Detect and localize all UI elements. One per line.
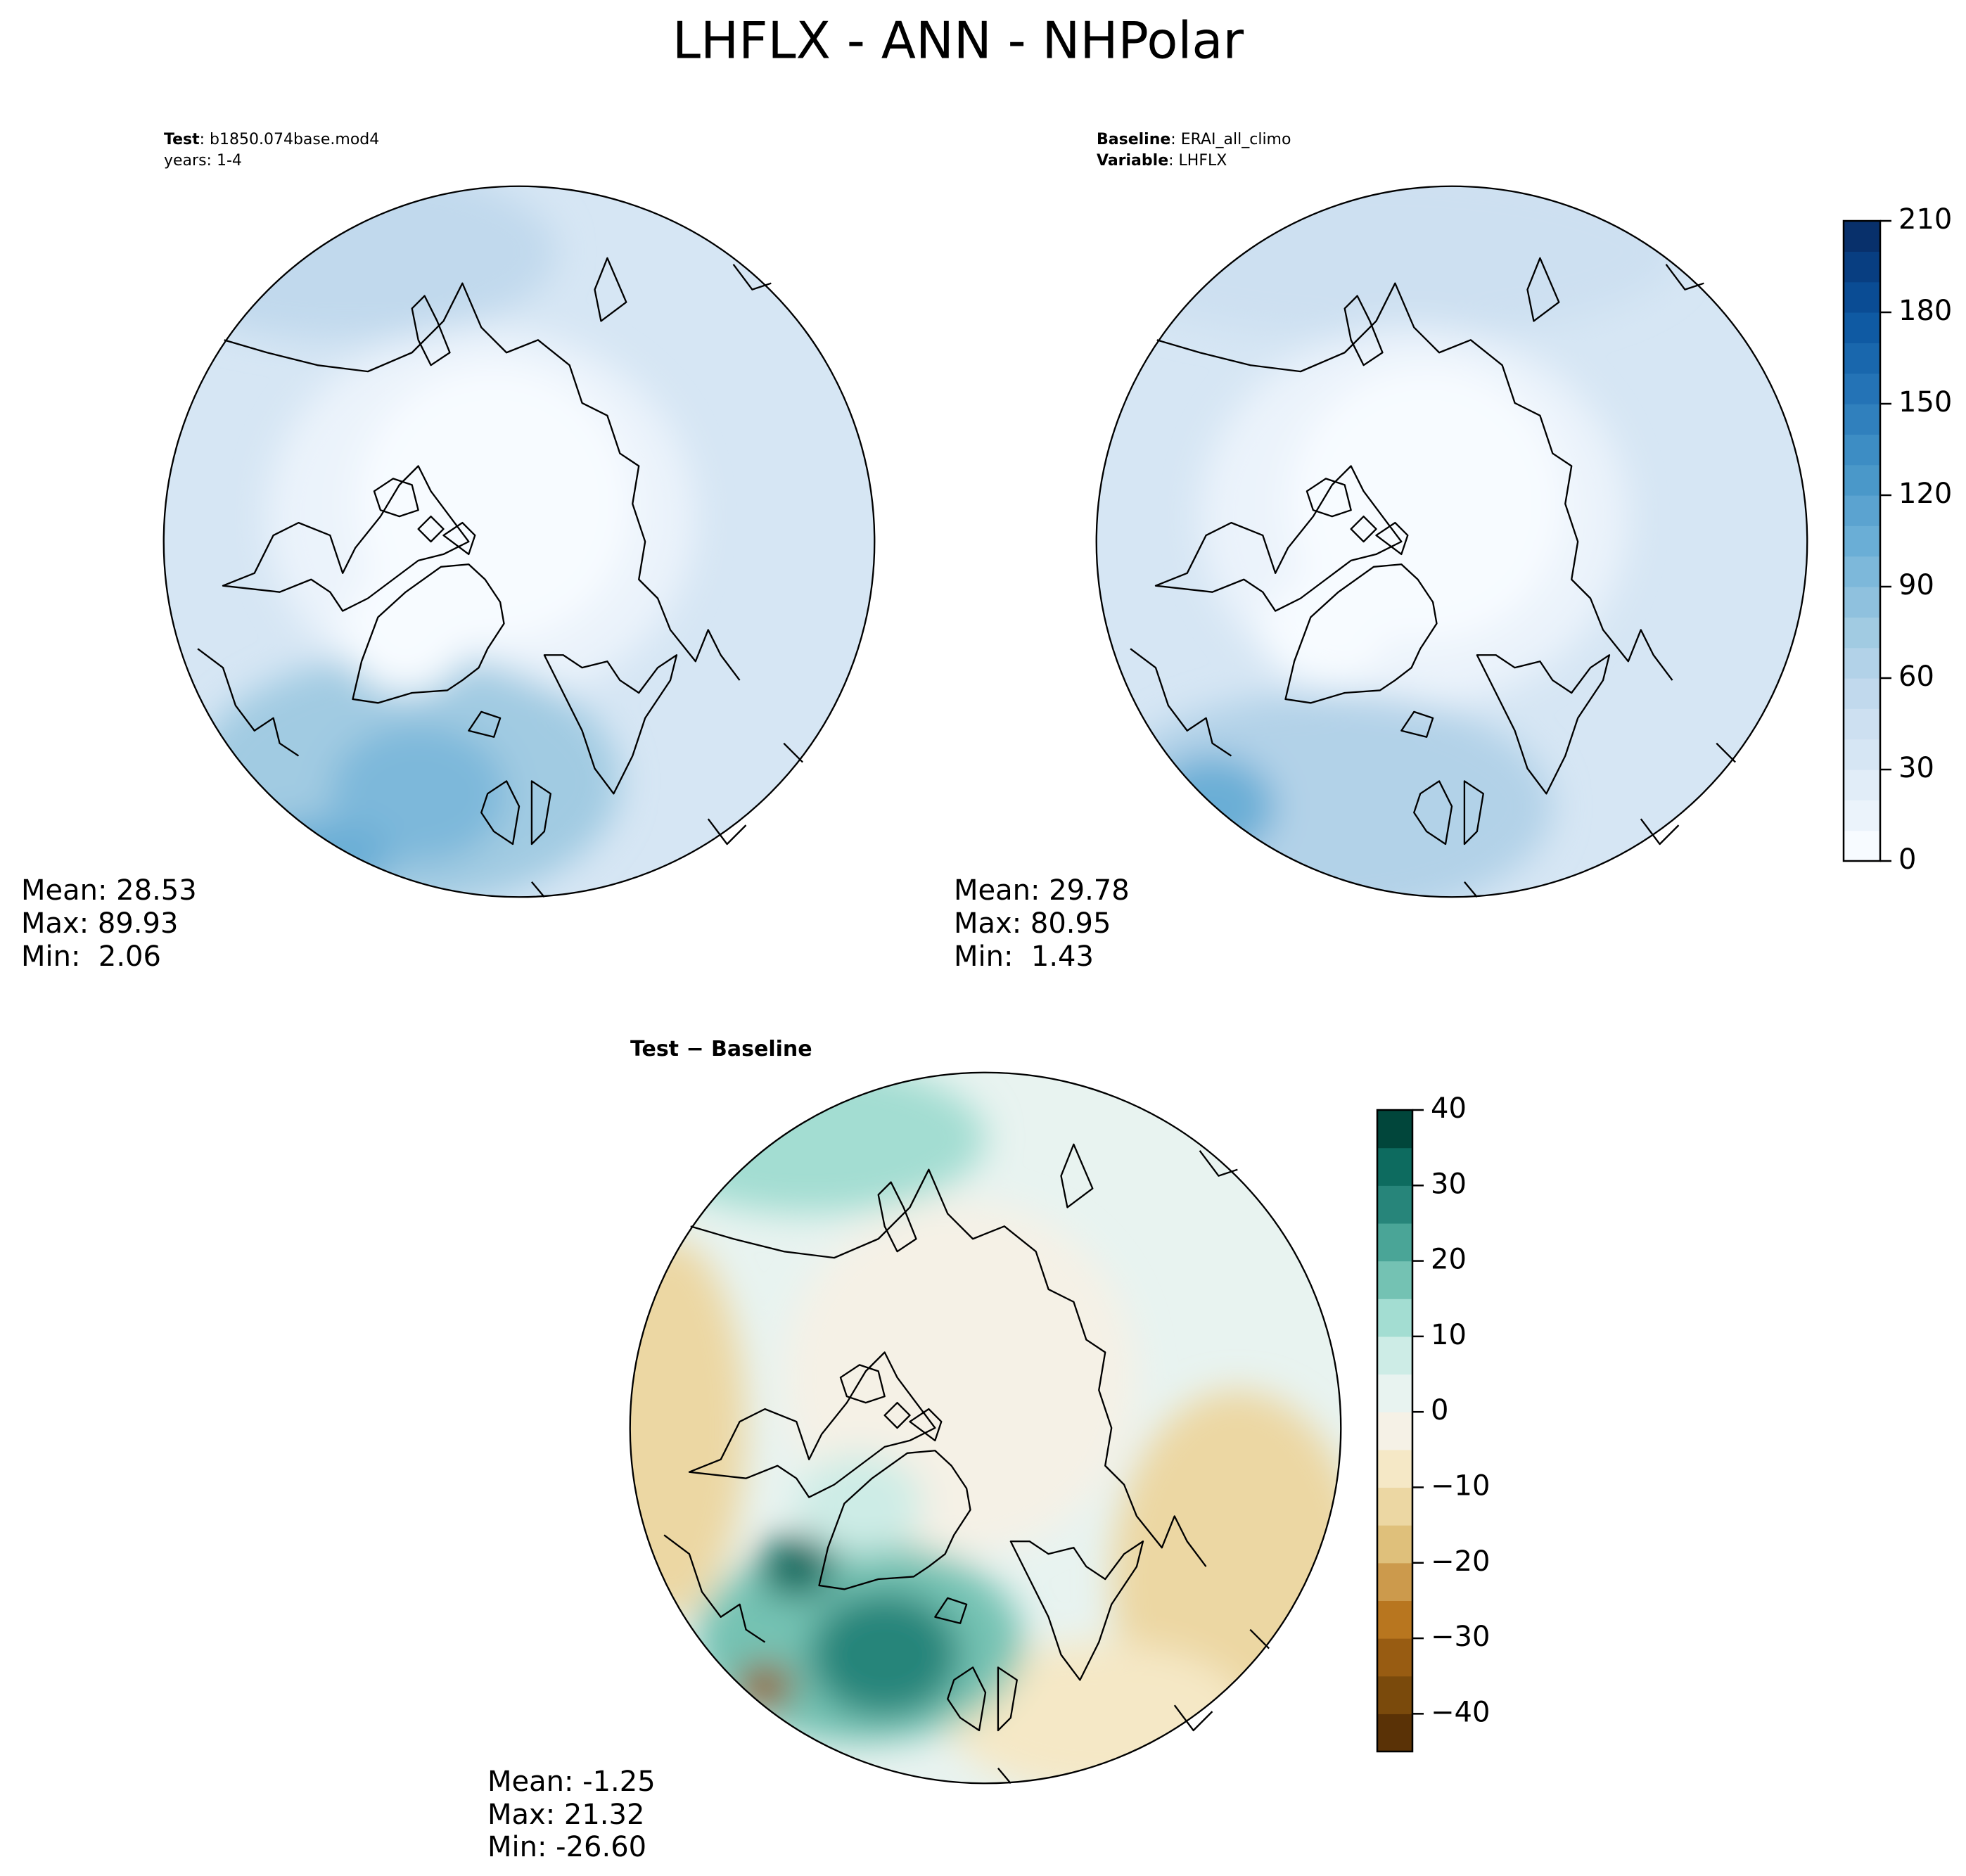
colorbar-tick-label: 40	[1431, 1092, 1467, 1125]
map-test	[162, 185, 876, 898]
colorbar-tick-label: 180	[1898, 295, 1952, 327]
colorbar-tick-label: 210	[1898, 203, 1952, 236]
colorbar-tick-label: 30	[1898, 752, 1934, 784]
colorbar-band	[1844, 556, 1880, 587]
colorbar-band	[1844, 281, 1880, 313]
colorbar-band	[1377, 1110, 1412, 1149]
colorbar-band	[1844, 434, 1880, 466]
colorbar-band	[1844, 221, 1880, 252]
colorbar-band	[1844, 770, 1880, 800]
map-boundary	[162, 185, 876, 898]
colorbar-band	[1844, 739, 1880, 770]
colorbar-band	[1844, 678, 1880, 709]
panel-header: Test − Baseline	[630, 1037, 812, 1061]
colorbar-band	[1844, 343, 1880, 374]
colorbar-band	[1377, 1298, 1412, 1337]
colorbar-band	[1377, 1638, 1412, 1677]
panel-stat: Min: 2.06	[21, 940, 161, 973]
panel-header: Test: b1850.074base.mod4	[164, 131, 379, 148]
colorbar-band	[1377, 1676, 1412, 1714]
colorbar-band	[1844, 617, 1880, 649]
colorbar-band	[1377, 1525, 1412, 1564]
colorbar-band	[1377, 1336, 1412, 1375]
panel-stat: Max: 21.32	[487, 1799, 644, 1831]
map-field	[1096, 186, 1679, 898]
colorbar-band	[1377, 1185, 1412, 1224]
map-difference	[629, 1071, 1342, 1785]
colorbar-band	[1377, 1562, 1412, 1602]
colorbar-band	[1377, 1223, 1412, 1262]
colorbar-tick-label: 60	[1898, 661, 1934, 693]
map-baseline	[1095, 185, 1808, 898]
panel-header: years: 1-4	[164, 152, 242, 170]
panel-stat: Min: -26.60	[487, 1831, 646, 1863]
colorbar-tick-label: 20	[1431, 1244, 1467, 1276]
colorbar-band	[1844, 525, 1880, 557]
colorbar-tick-label: 0	[1431, 1394, 1448, 1427]
colorbar-band	[1377, 1374, 1412, 1412]
colorbar-tick-label: 0	[1898, 843, 1916, 876]
colorbar-frame	[1842, 219, 1882, 862]
colorbar-band	[1844, 830, 1880, 862]
header-key: Variable	[1097, 152, 1168, 170]
panel-stat: Min: 1.43	[954, 940, 1094, 973]
colorbar-band	[1844, 464, 1880, 496]
panel-stat: Mean: 28.53	[21, 874, 197, 907]
panel-stat: Mean: 29.78	[954, 874, 1130, 907]
map-boundary	[1095, 185, 1808, 898]
header-key: Baseline	[1097, 131, 1170, 148]
colorbar-band	[1377, 1261, 1412, 1299]
colorbar-tick-label: 90	[1898, 569, 1934, 601]
header-text: : b1850.074base.mod4	[200, 131, 380, 148]
colorbar-tick-label: 30	[1431, 1168, 1467, 1200]
panel-stat: Max: 80.95	[954, 907, 1111, 940]
colorbar-band	[1844, 251, 1880, 283]
colorbar-band	[1844, 312, 1880, 343]
colorbar-tick-label: −40	[1431, 1696, 1490, 1728]
colorbar-band	[1844, 647, 1880, 679]
panel-stat: Max: 89.93	[21, 907, 178, 940]
panel-header: Variable: LHFLX	[1097, 152, 1227, 170]
header-text: years: 1-4	[164, 152, 242, 170]
colorbar-band	[1844, 404, 1880, 435]
colorbar-band	[1377, 1147, 1412, 1186]
panel-stat: Mean: -1.25	[487, 1766, 656, 1798]
header-key: Test	[164, 131, 200, 148]
colorbar-tick-label: −20	[1431, 1545, 1490, 1578]
colorbar-band	[1844, 373, 1880, 404]
colorbar-band	[1844, 495, 1880, 526]
header-key: Test − Baseline	[630, 1037, 812, 1061]
colorbar-frame	[1376, 1109, 1414, 1753]
colorbar-tick-label: 120	[1898, 478, 1952, 510]
colorbar-tick-label: 150	[1898, 386, 1952, 419]
colorbar-band	[1377, 1714, 1412, 1752]
colorbar-tick-label: −10	[1431, 1469, 1490, 1502]
header-text: : ERAI_all_climo	[1170, 131, 1291, 148]
panel-header: Baseline: ERAI_all_climo	[1097, 131, 1291, 148]
colorbar-band	[1844, 587, 1880, 618]
figure-title: LHFLX - ANN - NHPolar	[672, 11, 1244, 70]
colorbar-band	[1377, 1600, 1412, 1639]
colorbar-tick-label: −30	[1431, 1621, 1490, 1653]
colorbar-band	[1377, 1449, 1412, 1488]
colorbar-band	[1844, 708, 1880, 740]
colorbar-band	[1844, 800, 1880, 831]
colorbar-tick-label: 10	[1431, 1319, 1467, 1351]
colorbar-band	[1377, 1487, 1412, 1526]
colorbar-band	[1377, 1412, 1412, 1450]
header-text: : LHFLX	[1168, 152, 1227, 170]
map-boundary	[629, 1071, 1342, 1785]
